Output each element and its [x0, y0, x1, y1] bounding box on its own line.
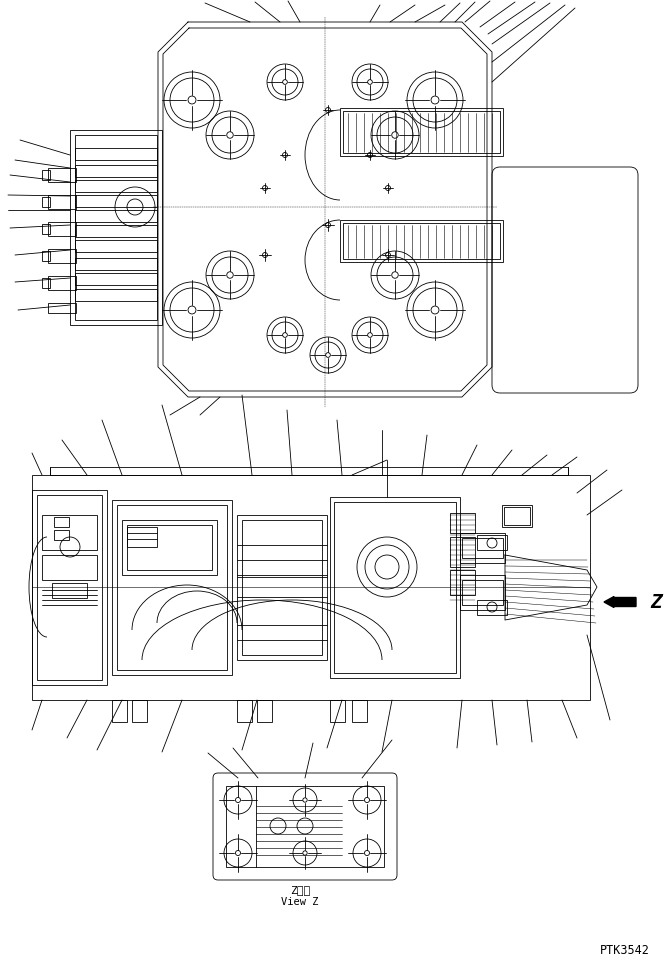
Bar: [127, 525, 212, 570]
Bar: [54, 530, 69, 540]
Bar: [242, 520, 322, 655]
Bar: [42, 224, 50, 234]
Bar: [330, 497, 460, 678]
Bar: [75, 195, 157, 207]
Bar: [42, 278, 50, 288]
Bar: [450, 570, 475, 595]
Bar: [42, 170, 50, 180]
Bar: [52, 583, 87, 598]
Bar: [237, 515, 327, 660]
Text: Z: Z: [650, 593, 662, 611]
Bar: [237, 700, 252, 722]
Bar: [334, 502, 456, 673]
Bar: [132, 700, 147, 722]
Bar: [462, 538, 503, 558]
Bar: [460, 575, 505, 610]
Bar: [226, 786, 384, 867]
Bar: [343, 223, 500, 259]
Bar: [48, 303, 76, 313]
Bar: [450, 513, 475, 533]
Bar: [75, 289, 157, 301]
Bar: [462, 580, 503, 605]
Bar: [75, 135, 157, 320]
FancyArrow shape: [604, 597, 636, 607]
Bar: [37, 495, 102, 680]
Bar: [502, 505, 532, 527]
Bar: [450, 537, 475, 567]
Bar: [477, 600, 507, 615]
Bar: [352, 700, 367, 722]
Bar: [477, 535, 507, 550]
Bar: [48, 276, 76, 290]
Bar: [70, 130, 162, 325]
Bar: [75, 273, 157, 285]
Bar: [32, 475, 590, 700]
Bar: [75, 148, 157, 160]
Bar: [32, 490, 107, 685]
Bar: [75, 225, 157, 237]
Bar: [75, 210, 157, 222]
Bar: [75, 240, 157, 252]
Bar: [54, 517, 69, 527]
Text: PTK3542: PTK3542: [600, 944, 650, 956]
Bar: [127, 527, 157, 547]
Bar: [340, 220, 503, 262]
Bar: [122, 520, 217, 575]
Bar: [117, 505, 227, 670]
Bar: [42, 555, 97, 580]
Bar: [460, 533, 505, 563]
Bar: [340, 108, 503, 156]
Bar: [48, 168, 76, 182]
Bar: [75, 180, 157, 192]
Bar: [330, 700, 345, 722]
Bar: [257, 700, 272, 722]
Bar: [48, 195, 76, 209]
Bar: [343, 111, 500, 153]
Bar: [42, 515, 97, 550]
Bar: [504, 507, 530, 525]
Bar: [42, 251, 50, 261]
Bar: [112, 500, 232, 675]
Text: View Z: View Z: [281, 897, 319, 907]
Bar: [42, 197, 50, 207]
Bar: [50, 467, 568, 475]
Bar: [75, 258, 157, 270]
Bar: [48, 222, 76, 236]
Text: Z　視: Z 視: [290, 885, 310, 895]
Bar: [75, 165, 157, 177]
Bar: [112, 700, 127, 722]
Bar: [48, 249, 76, 263]
